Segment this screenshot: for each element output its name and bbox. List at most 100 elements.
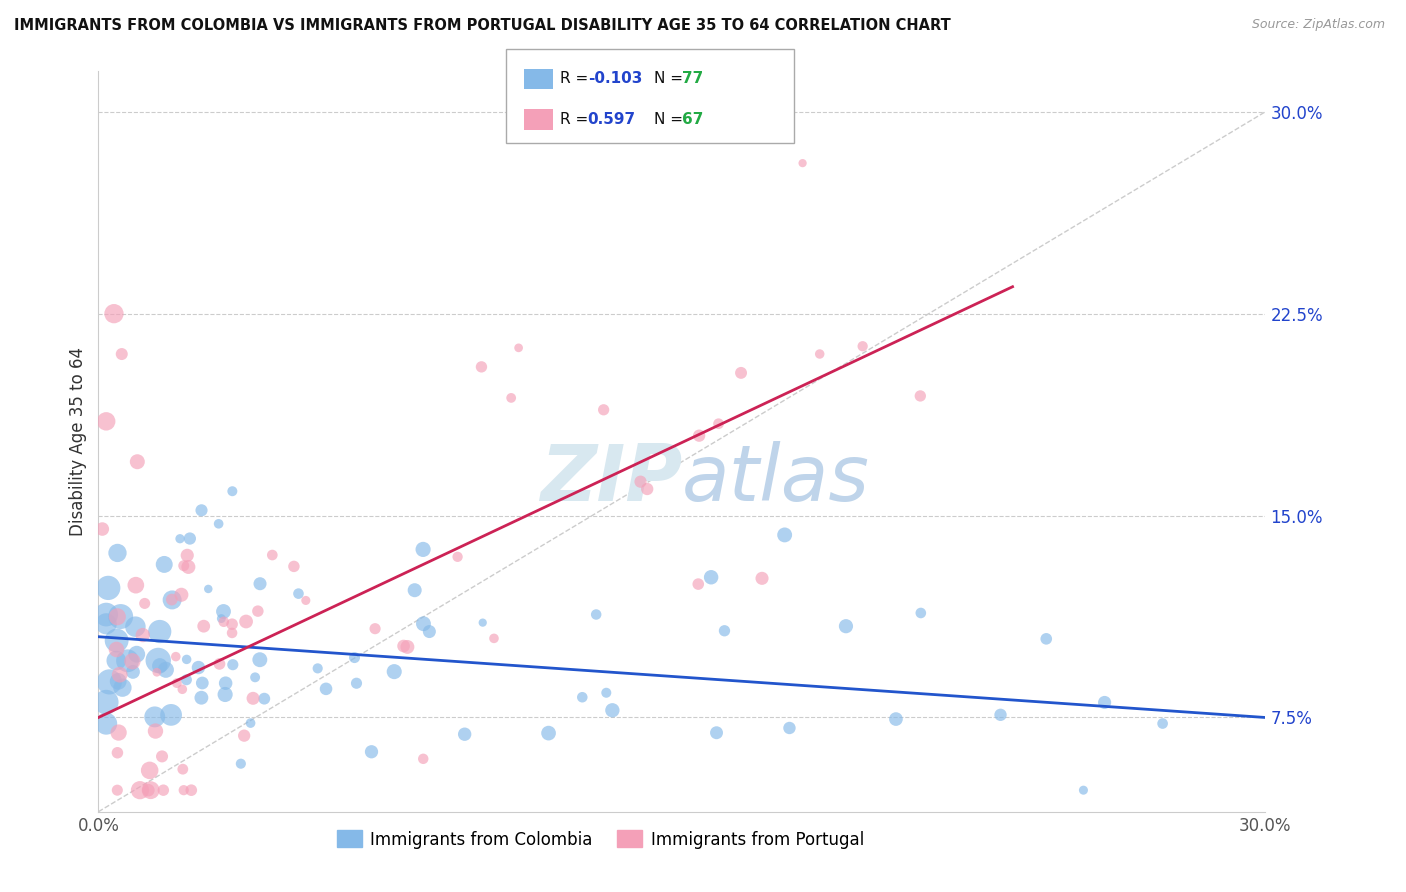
Point xyxy=(208,516,231,531)
Point xyxy=(107,746,129,760)
Point xyxy=(214,688,236,702)
Point xyxy=(129,783,152,797)
Point xyxy=(165,649,187,664)
Point xyxy=(127,455,149,469)
Point xyxy=(105,609,128,624)
Point xyxy=(212,615,235,629)
Point xyxy=(212,605,235,619)
Point xyxy=(160,593,183,607)
Point xyxy=(138,783,160,797)
Point xyxy=(146,665,169,680)
Point xyxy=(172,762,194,776)
Point xyxy=(107,546,129,560)
Point xyxy=(105,633,128,648)
Text: N =: N = xyxy=(654,112,688,128)
Point xyxy=(713,624,735,638)
Text: -0.103: -0.103 xyxy=(588,71,643,87)
Point xyxy=(307,661,329,675)
Point xyxy=(110,609,132,624)
Point xyxy=(246,604,269,618)
Point xyxy=(700,570,723,584)
Point xyxy=(253,691,276,706)
Point xyxy=(884,712,907,726)
Point xyxy=(508,341,530,355)
Point xyxy=(1073,783,1095,797)
Point xyxy=(778,721,800,735)
Point xyxy=(160,592,183,607)
Point xyxy=(571,690,593,705)
Point xyxy=(134,596,156,610)
Point xyxy=(169,532,191,546)
Point xyxy=(835,619,858,633)
Point xyxy=(148,653,170,667)
Text: IMMIGRANTS FROM COLOMBIA VS IMMIGRANTS FROM PORTUGAL DISABILITY AGE 35 TO 64 COR: IMMIGRANTS FROM COLOMBIA VS IMMIGRANTS F… xyxy=(14,18,950,33)
Point xyxy=(173,558,195,573)
Point xyxy=(412,616,434,631)
Point xyxy=(482,632,505,646)
Point xyxy=(249,653,271,667)
Point xyxy=(501,391,523,405)
Point xyxy=(149,658,172,673)
Point xyxy=(176,652,198,666)
Point xyxy=(155,663,177,677)
Point xyxy=(233,729,256,743)
Point xyxy=(173,783,195,797)
Point xyxy=(221,626,243,640)
Point xyxy=(172,682,194,697)
Point xyxy=(97,581,120,595)
Point xyxy=(1152,716,1174,731)
Text: N =: N = xyxy=(654,71,688,87)
Point xyxy=(751,571,773,585)
Point xyxy=(103,307,125,321)
Point xyxy=(96,607,118,622)
Point xyxy=(364,622,387,636)
Point xyxy=(235,615,257,629)
Point xyxy=(404,583,426,598)
Point xyxy=(105,654,128,668)
Point xyxy=(125,578,148,592)
Point xyxy=(595,686,617,700)
Point xyxy=(239,716,262,731)
Text: 0.597: 0.597 xyxy=(588,112,636,128)
Point xyxy=(453,727,475,741)
Point xyxy=(792,156,814,170)
Y-axis label: Disability Age 35 to 64: Disability Age 35 to 64 xyxy=(69,347,87,536)
Point xyxy=(176,673,198,687)
Point xyxy=(132,628,155,642)
Point xyxy=(706,725,728,739)
Point xyxy=(96,414,118,428)
Point xyxy=(96,695,118,709)
Point xyxy=(98,674,121,689)
Point xyxy=(852,339,875,353)
Point xyxy=(773,528,796,542)
Point xyxy=(537,726,560,740)
Point xyxy=(179,532,201,546)
Point xyxy=(170,588,193,602)
Point xyxy=(145,724,167,739)
Point xyxy=(166,676,188,690)
Point xyxy=(242,691,264,706)
Point xyxy=(124,620,146,634)
Point xyxy=(153,558,176,572)
Point xyxy=(105,783,128,797)
Point xyxy=(602,703,624,717)
Text: 77: 77 xyxy=(682,71,703,87)
Point xyxy=(630,475,652,489)
Point xyxy=(396,640,419,654)
Point xyxy=(107,674,129,689)
Point xyxy=(343,650,366,665)
Point xyxy=(283,559,305,574)
Point xyxy=(295,593,318,607)
Point xyxy=(96,616,118,631)
Point xyxy=(91,522,114,536)
Point xyxy=(191,676,214,690)
Point xyxy=(382,665,405,679)
Point xyxy=(190,690,212,705)
Point xyxy=(707,417,730,431)
Point xyxy=(808,347,831,361)
Point xyxy=(111,347,134,361)
Point xyxy=(152,783,174,797)
Point xyxy=(360,745,382,759)
Point xyxy=(139,783,162,797)
Point xyxy=(160,707,183,722)
